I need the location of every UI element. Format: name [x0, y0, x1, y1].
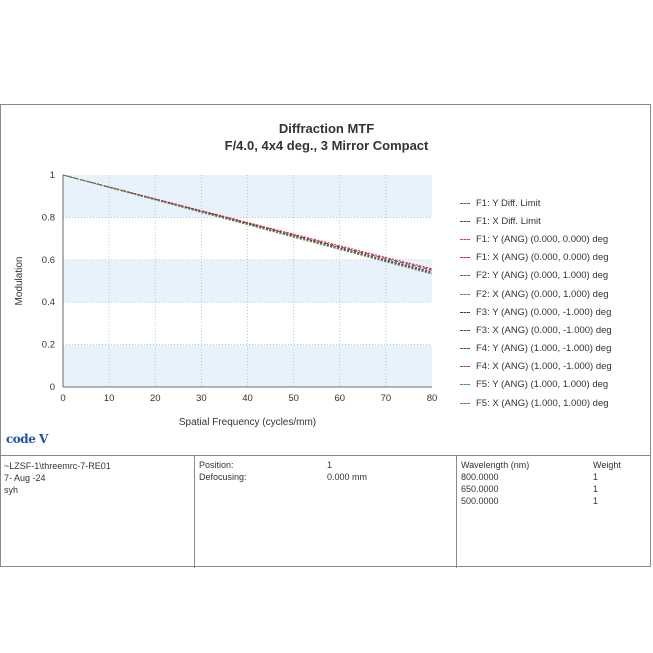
info-wavelength-cell: Wavelength (nm) Weight 800.0000 1 650.00…	[457, 456, 651, 568]
legend-label: F2: Y (ANG) (0.000, 1.000) deg	[476, 270, 609, 282]
legend-entry: F3: Y (ANG) (0.000, -1.000) deg	[460, 303, 612, 321]
legend-label: F2: X (ANG) (0.000, 1.000) deg	[476, 288, 609, 300]
weight-3: 1	[593, 496, 599, 506]
legend-entry: F1: X (ANG) (0.000, 0.000) deg	[460, 249, 612, 267]
legend-swatch	[460, 366, 470, 368]
codev-logo: code V	[6, 432, 48, 446]
chart-title: Diffraction MTF	[278, 121, 375, 136]
defocus-label: Defocusing:	[199, 472, 247, 482]
legend-swatch	[460, 220, 470, 222]
info-panel: ~LZSF-1\threemrc-7-RE01 7- Aug -24 syh P…	[0, 455, 651, 568]
legend-entry: F3: X (ANG) (0.000, -1.000) deg	[460, 321, 612, 339]
defocus-value: 0.000 mm	[327, 472, 368, 482]
x-tick-label: 80	[427, 393, 438, 404]
legend-label: F1: Y (ANG) (0.000, 0.000) deg	[476, 233, 609, 245]
user-name: syh	[4, 485, 19, 495]
legend-swatch	[460, 257, 470, 259]
y-tick-label: 0.6	[42, 255, 55, 266]
x-tick-label: 40	[242, 393, 253, 404]
x-tick-label: 70	[381, 393, 392, 404]
info-file-cell: ~LZSF-1\threemrc-7-RE01 7- Aug -24 syh	[0, 456, 195, 568]
legend-entry: F5: X (ANG) (1.000, 1.000) deg	[460, 394, 612, 412]
legend-label: F5: Y (ANG) (1.000, 1.000) deg	[476, 379, 609, 391]
y-tick-label: 0.8	[42, 212, 55, 223]
legend-swatch	[460, 311, 470, 313]
x-tick-label: 0	[60, 393, 65, 404]
position-label: Position:	[199, 460, 234, 470]
legend-label: F3: Y (ANG) (0.000, -1.000) deg	[476, 306, 612, 318]
legend: F1: Y Diff. Limit F1: X Diff. Limit F1: Y …	[460, 194, 612, 412]
legend-label: F4: Y (ANG) (1.000, -1.000) deg	[476, 343, 612, 355]
legend-entry: F4: Y (ANG) (1.000, -1.000) deg	[460, 340, 612, 358]
legend-label: F4: X (ANG) (1.000, -1.000) deg	[476, 361, 612, 373]
legend-entry: F1: Y (ANG) (0.000, 0.000) deg	[460, 230, 612, 248]
wavelength-header: Wavelength (nm)	[461, 460, 530, 470]
legend-entry: F1: X Diff. Limit	[460, 212, 612, 230]
y-tick-label: 0.2	[42, 340, 55, 351]
y-axis-label: Modulation	[14, 257, 25, 306]
x-tick-label: 50	[288, 393, 299, 404]
y-tick-label: 1	[50, 170, 55, 181]
file-name: ~LZSF-1\threemrc-7-RE01	[4, 461, 111, 471]
weight-2: 1	[593, 484, 599, 494]
legend-swatch	[460, 238, 470, 240]
position-value: 1	[327, 460, 333, 470]
legend-swatch	[460, 402, 470, 404]
wavelength-1: 800.0000	[461, 472, 499, 482]
y-tick-label: 0	[50, 382, 55, 393]
legend-swatch	[460, 384, 470, 386]
legend-entry: F2: Y (ANG) (0.000, 1.000) deg	[460, 267, 612, 285]
legend-entry: F2: X (ANG) (0.000, 1.000) deg	[460, 285, 612, 303]
legend-entry: F4: X (ANG) (1.000, -1.000) deg	[460, 358, 612, 376]
legend-entry: F5: Y (ANG) (1.000, 1.000) deg	[460, 376, 612, 394]
legend-swatch	[460, 329, 470, 331]
x-axis-label: Spatial Frequency (cycles/mm)	[179, 417, 316, 428]
chart-subtitle: F/4.0, 4x4 deg., 3 Mirror Compact	[224, 138, 429, 153]
legend-swatch	[460, 275, 470, 277]
legend-swatch	[460, 202, 470, 204]
legend-label: F3: X (ANG) (0.000, -1.000) deg	[476, 324, 612, 336]
legend-label: F1: X Diff. Limit	[476, 215, 541, 227]
series-line	[62, 174, 433, 275]
info-position-cell: Position: 1 Defocusing: 0.000 mm	[195, 456, 457, 568]
weight-header: Weight	[593, 460, 621, 470]
legend-swatch	[460, 348, 470, 350]
weight-1: 1	[593, 472, 599, 482]
x-tick-label: 20	[150, 393, 161, 404]
x-tick-label: 10	[104, 393, 115, 404]
legend-label: F1: X (ANG) (0.000, 0.000) deg	[476, 252, 609, 264]
plot-band	[63, 344, 432, 387]
x-tick-label: 30	[196, 393, 207, 404]
wavelength-3: 500.0000	[461, 496, 499, 506]
legend-swatch	[460, 293, 470, 295]
x-tick-label: 60	[334, 393, 345, 404]
legend-label: F5: X (ANG) (1.000, 1.000) deg	[476, 397, 609, 409]
run-date: 7- Aug -24	[4, 473, 46, 483]
legend-label: F1: Y Diff. Limit	[476, 197, 541, 209]
y-tick-label: 0.4	[42, 297, 55, 308]
legend-entry: F1: Y Diff. Limit	[460, 194, 612, 212]
wavelength-2: 650.0000	[461, 484, 499, 494]
